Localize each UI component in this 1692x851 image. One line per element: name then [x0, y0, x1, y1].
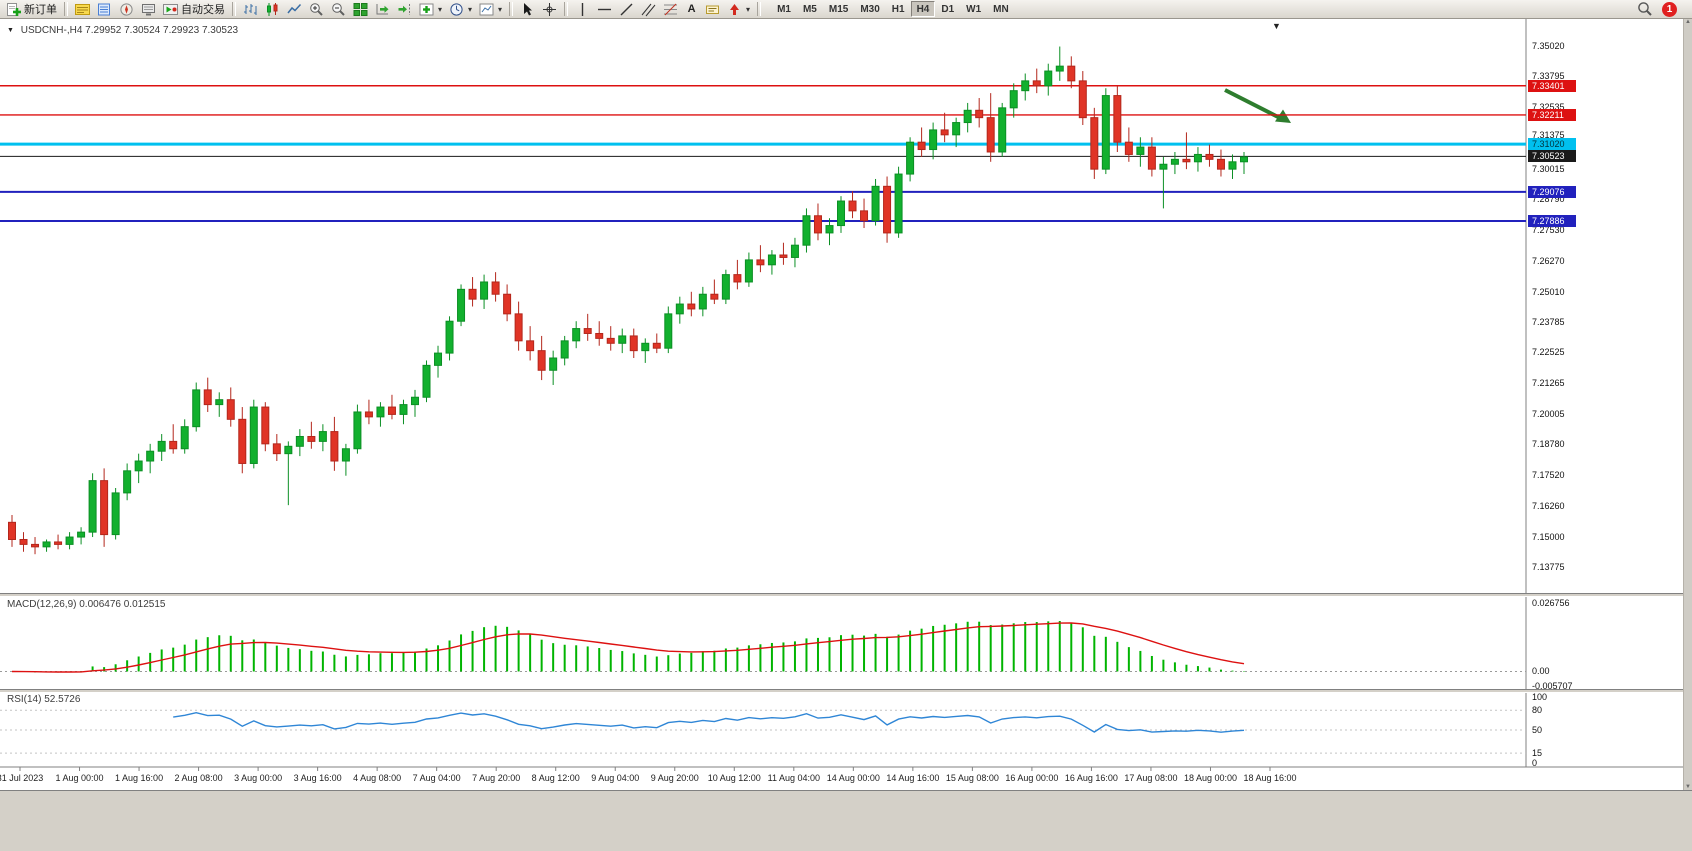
equidistant-channel-icon [641, 3, 656, 16]
new-order-label: 新订单 [24, 4, 57, 16]
chevron-down-icon: ▾ [468, 4, 473, 14]
trendline-button[interactable] [616, 1, 637, 18]
navigator-icon [120, 2, 133, 16]
macd-indicator-label: MACD(12,26,9) 0.006476 0.012515 [7, 599, 165, 610]
zoom-out-icon [332, 2, 345, 16]
channel-button[interactable] [638, 1, 659, 18]
periods-button[interactable]: ▾ [446, 1, 475, 18]
terminal-icon [142, 3, 155, 15]
market-watch-icon [75, 3, 90, 15]
macd-name: MACD(12,26,9) [7, 599, 77, 610]
timeframe-button-h1[interactable]: H1 [886, 1, 911, 17]
scroll-down-icon[interactable]: ▼ [1685, 784, 1691, 790]
tile-windows-button[interactable] [350, 1, 371, 18]
timeframe-button-h4[interactable]: H4 [910, 1, 936, 17]
vertical-line-icon [581, 2, 584, 16]
text-label-icon [706, 5, 720, 14]
chevron-down-icon: ▾ [746, 4, 751, 14]
chart-shift-icon [398, 3, 410, 15]
macd-values: 0.006476 0.012515 [79, 599, 166, 610]
crosshair-icon [543, 2, 557, 16]
toolbar-separator [564, 2, 569, 16]
data-window-button[interactable] [94, 1, 115, 18]
candlestick-chart-button[interactable] [262, 1, 283, 18]
auto-trading-button[interactable]: 自动交易 [160, 1, 228, 18]
templates-icon [479, 3, 494, 15]
rsi-value: 52.5726 [44, 694, 81, 705]
scroll-up-icon[interactable]: ▲ [1685, 19, 1691, 25]
timeframe-button-w1[interactable]: W1 [960, 1, 987, 17]
templates-button[interactable]: ▾ [476, 1, 505, 18]
trendline-icon [620, 3, 633, 15]
macd-panel-resize-handle[interactable] [0, 593, 1683, 597]
text-label-button[interactable] [702, 1, 723, 18]
auto-scroll-icon [376, 3, 389, 14]
line-chart-button[interactable] [284, 1, 305, 18]
chart-shift-marker-icon[interactable]: ▼ [1272, 21, 1281, 31]
toolbar-separator [64, 2, 68, 16]
timeframe-button-m30[interactable]: M30 [854, 1, 885, 17]
main-toolbar: 新订单 自动交易 ▾ ▾ ▾ A ▾ M1 M5 [0, 0, 1692, 19]
toolbar-separator [757, 2, 762, 16]
auto-trading-icon [163, 3, 178, 15]
crosshair-button[interactable] [539, 1, 560, 18]
zoom-out-button[interactable] [328, 1, 349, 18]
rsi-name: RSI(14) [7, 694, 42, 705]
horizontal-line-icon [598, 8, 612, 10]
toolbar-right-group: 1 [1637, 1, 1689, 17]
bar-chart-icon [244, 3, 257, 15]
timeframe-button-d1[interactable]: D1 [935, 1, 960, 17]
search-icon[interactable] [1637, 1, 1653, 17]
tile-windows-icon [353, 2, 368, 16]
arrows-button[interactable]: ▾ [724, 1, 753, 18]
candlestick-chart-icon [267, 2, 278, 16]
auto-scroll-button[interactable] [372, 1, 393, 18]
navigator-button[interactable] [116, 1, 137, 18]
zoom-in-icon [310, 2, 323, 16]
chevron-down-icon: ▾ [498, 4, 503, 14]
rsi-panel-resize-handle[interactable] [0, 689, 1683, 693]
vertical-line-button[interactable] [572, 1, 593, 18]
indicators-icon [419, 3, 434, 15]
timeframe-button-m15[interactable]: M15 [823, 1, 854, 17]
cursor-button[interactable] [517, 1, 538, 18]
collapse-triangle-icon[interactable]: ▼ [7, 27, 14, 34]
text-icon: A [687, 2, 696, 15]
cursor-icon [524, 2, 533, 15]
new-order-icon [7, 2, 21, 16]
timeframe-group: M1 M5 M15 M30 H1 H4 D1 W1 MN [771, 1, 1015, 17]
window-bottom-area [0, 790, 1692, 851]
toolbar-separator [232, 2, 236, 16]
notification-badge[interactable]: 1 [1662, 1, 1677, 17]
fibonacci-icon [664, 3, 678, 15]
timeframe-button-mn[interactable]: MN [987, 1, 1015, 17]
arrows-icon [730, 3, 740, 15]
toolbar-separator [509, 2, 514, 16]
bar-chart-button[interactable] [240, 1, 261, 18]
zoom-in-button[interactable] [306, 1, 327, 18]
line-chart-icon [287, 3, 302, 13]
chevron-down-icon: ▾ [438, 4, 443, 14]
market-watch-button[interactable] [72, 1, 93, 18]
data-window-icon [98, 3, 110, 15]
text-button[interactable]: A [682, 1, 701, 18]
rsi-indicator-label: RSI(14) 52.5726 [7, 694, 80, 705]
timeframe-button-m5[interactable]: M5 [797, 1, 823, 17]
fibonacci-button[interactable] [660, 1, 681, 18]
periods-clock-icon [450, 2, 463, 16]
indicators-button[interactable]: ▾ [416, 1, 445, 18]
ohlc-values: 7.29952 7.30524 7.29923 7.30523 [85, 25, 239, 36]
chart-canvas[interactable] [0, 19, 1683, 790]
new-order-button[interactable]: 新订单 [3, 1, 60, 18]
vertical-scrollbar[interactable]: ▲ ▼ [1683, 19, 1692, 790]
terminal-button[interactable] [138, 1, 159, 18]
timeframe-button-m1[interactable]: M1 [771, 1, 797, 17]
chart-shift-button[interactable] [394, 1, 415, 18]
horizontal-line-button[interactable] [594, 1, 615, 18]
symbol-period-label: USDCNH-,H4 [20, 25, 83, 36]
auto-trading-label: 自动交易 [181, 4, 225, 16]
chart-title: ▼ USDCNH-,H4 7.29952 7.30524 7.29923 7.3… [7, 25, 238, 36]
